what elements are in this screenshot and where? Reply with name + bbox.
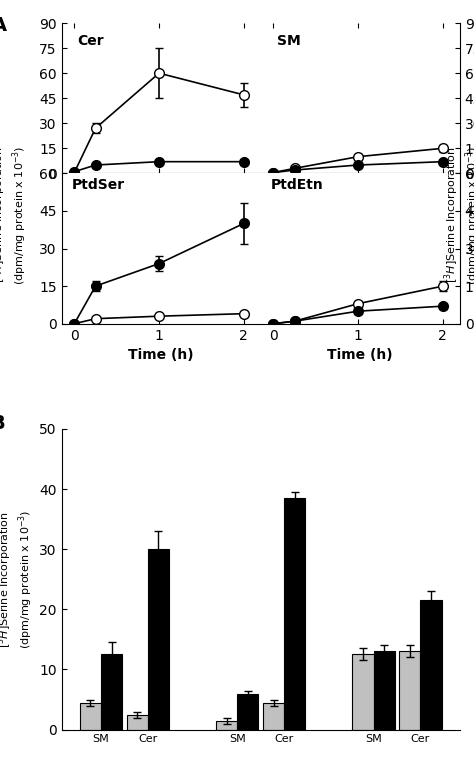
Text: B: B (0, 414, 5, 433)
Y-axis label: $[^3H]$Serine Incorporation
(dpm/mg protein x 10$^{-3}$): $[^3H]$Serine Incorporation (dpm/mg prot… (0, 509, 35, 649)
Bar (352, 654, 374, 730)
Bar (237, 694, 258, 730)
Text: $[^3H]$Serine Incorporation
(dpm/mg protein x 10$^{-3}$): $[^3H]$Serine Incorporation (dpm/mg prot… (442, 145, 474, 285)
Bar (127, 714, 148, 730)
X-axis label: Time (h): Time (h) (328, 348, 393, 362)
Bar (284, 498, 305, 730)
Bar (101, 654, 122, 730)
Text: PtdSer: PtdSer (72, 178, 125, 192)
Text: PtdEtn: PtdEtn (271, 178, 323, 192)
Bar (148, 549, 169, 730)
Bar (263, 703, 284, 730)
Text: SM: SM (277, 34, 301, 48)
Text: A: A (0, 15, 7, 35)
Text: Cer: Cer (78, 34, 104, 48)
Bar (80, 703, 101, 730)
Bar (399, 651, 420, 730)
Text: $[^3H]$Serine Incorporation
(dpm/mg protein x 10$^{-3}$): $[^3H]$Serine Incorporation (dpm/mg prot… (0, 145, 29, 285)
Bar (420, 601, 442, 730)
X-axis label: Time (h): Time (h) (128, 348, 194, 362)
Bar (374, 651, 395, 730)
Bar (216, 720, 237, 730)
